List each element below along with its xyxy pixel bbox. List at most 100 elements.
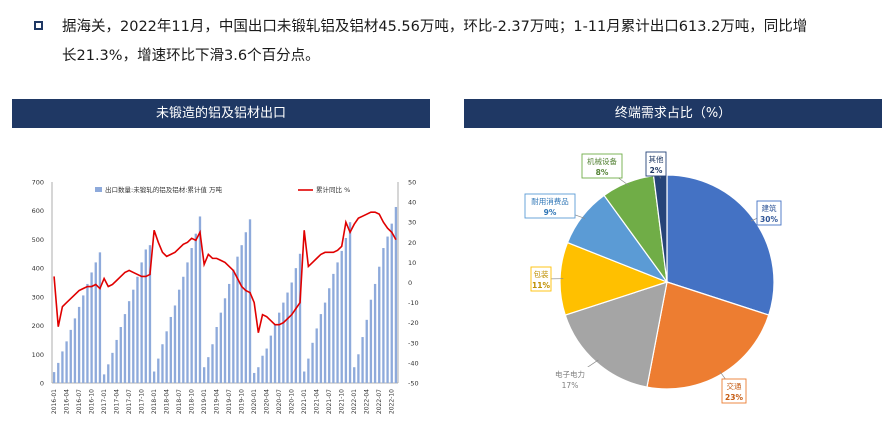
bar [86,283,89,383]
x-tick-label: 2016-01 [51,389,58,414]
pie-label-box [524,193,576,219]
bar [228,283,231,383]
pie-slice-value: 30% [760,215,778,224]
bar [290,282,293,383]
x-tick-label: 2022-07 [376,389,383,414]
x-tick-label: 2021-10 [339,389,346,414]
bar [340,250,343,383]
bar [207,357,210,383]
pie-label-box [645,151,667,177]
bar [190,248,193,383]
bar [165,331,168,383]
bar [390,223,393,383]
bar [69,329,72,383]
bar [336,262,339,383]
bar [140,262,143,383]
bar [244,232,248,383]
x-tick-label: 2022-04 [364,389,371,414]
right-chart-header: 终端需求占比（%） [464,99,882,128]
pie-slice-value: 11% [532,281,550,290]
x-tick-label: 2017-10 [139,389,146,414]
summary-paragraph: 据海关，2022年11月，中国出口未锻轧铝及铝材45.56万吨，环比-2.37万… [34,13,814,71]
bar [215,327,218,383]
bar [248,219,252,383]
bar [269,335,273,383]
bar [82,295,85,383]
bar [61,351,64,383]
x-tick-label: 2017-04 [114,389,121,414]
x-tick-label: 2020-07 [276,389,283,414]
y-right-tick-label: 30 [408,219,416,227]
pie-slice-label: 机械设备 [587,156,617,166]
bar [127,301,131,383]
bar [65,341,68,383]
x-tick-label: 2018-04 [164,389,171,414]
bar [136,276,139,383]
x-tick-label: 2021-01 [301,389,308,414]
x-tick-label: 2016-04 [64,389,71,414]
bar [236,256,239,383]
bar [378,266,381,383]
y-left-tick-label: 300 [32,293,44,301]
bar [357,354,360,383]
pie-label-box [530,266,552,292]
bar [328,288,331,383]
pie-slice [564,281,668,388]
bar [177,289,181,383]
bar [52,372,56,383]
pie-label-box [756,200,782,226]
pie-slice-value: 2% [650,166,663,175]
pie-label-box [721,378,747,404]
x-tick-label: 2019-07 [226,389,233,414]
pie-label-box [547,367,593,391]
bar [90,272,93,383]
bar [107,364,110,383]
bar [73,318,77,383]
left-chart-header: 未锻造的铝及铝材出口 [12,99,430,128]
bar [386,236,389,383]
bar [240,245,243,383]
export-combo-chart: 0 100 200 300 400 500 600 700 -50 -40 -30 -20 -10 0 10… [32,179,419,415]
square-bullet-icon [34,21,43,30]
pie-slice-value: 9% [544,208,557,217]
x-tick-label: 2018-10 [189,389,196,414]
bar [198,216,202,383]
bar [144,249,147,383]
bar [194,233,197,383]
bar [223,298,227,383]
bar [57,362,60,383]
bar [169,316,172,383]
y-right-tick-label: -10 [408,299,419,307]
pie-slice-label: 包装 [534,269,549,279]
pie-slice-value: 8% [596,168,609,177]
bar [273,324,277,383]
bar [219,312,222,383]
x-tick-label: 2016-07 [76,389,83,414]
bar [253,372,256,383]
bar [373,283,377,383]
x-tick-label: 2019-04 [214,389,221,414]
y-right-tick-label: -50 [408,380,419,388]
bar [157,358,160,383]
bar [365,319,368,383]
x-tick-label: 2017-01 [101,389,108,414]
x-tick-label: 2022-10 [389,389,396,414]
bar [186,262,189,383]
bar [323,302,327,383]
y-left-tick-label: 700 [32,179,44,187]
bar [315,328,318,383]
x-tick-label: 2022-01 [351,389,358,414]
bar [332,273,335,383]
pie-slice-value: 17% [562,381,579,390]
y-left-tick-label: 600 [32,207,44,215]
bar [344,237,348,383]
bar [148,245,152,383]
bar [303,371,306,383]
bar [278,312,281,383]
y-right-tick-label: 10 [408,259,416,267]
bar [111,352,114,383]
pie-slice-label: 交通 [727,381,742,391]
bar [353,367,356,383]
y-right-tick-label: -20 [408,319,419,327]
x-tick-label: 2017-07 [126,389,133,414]
